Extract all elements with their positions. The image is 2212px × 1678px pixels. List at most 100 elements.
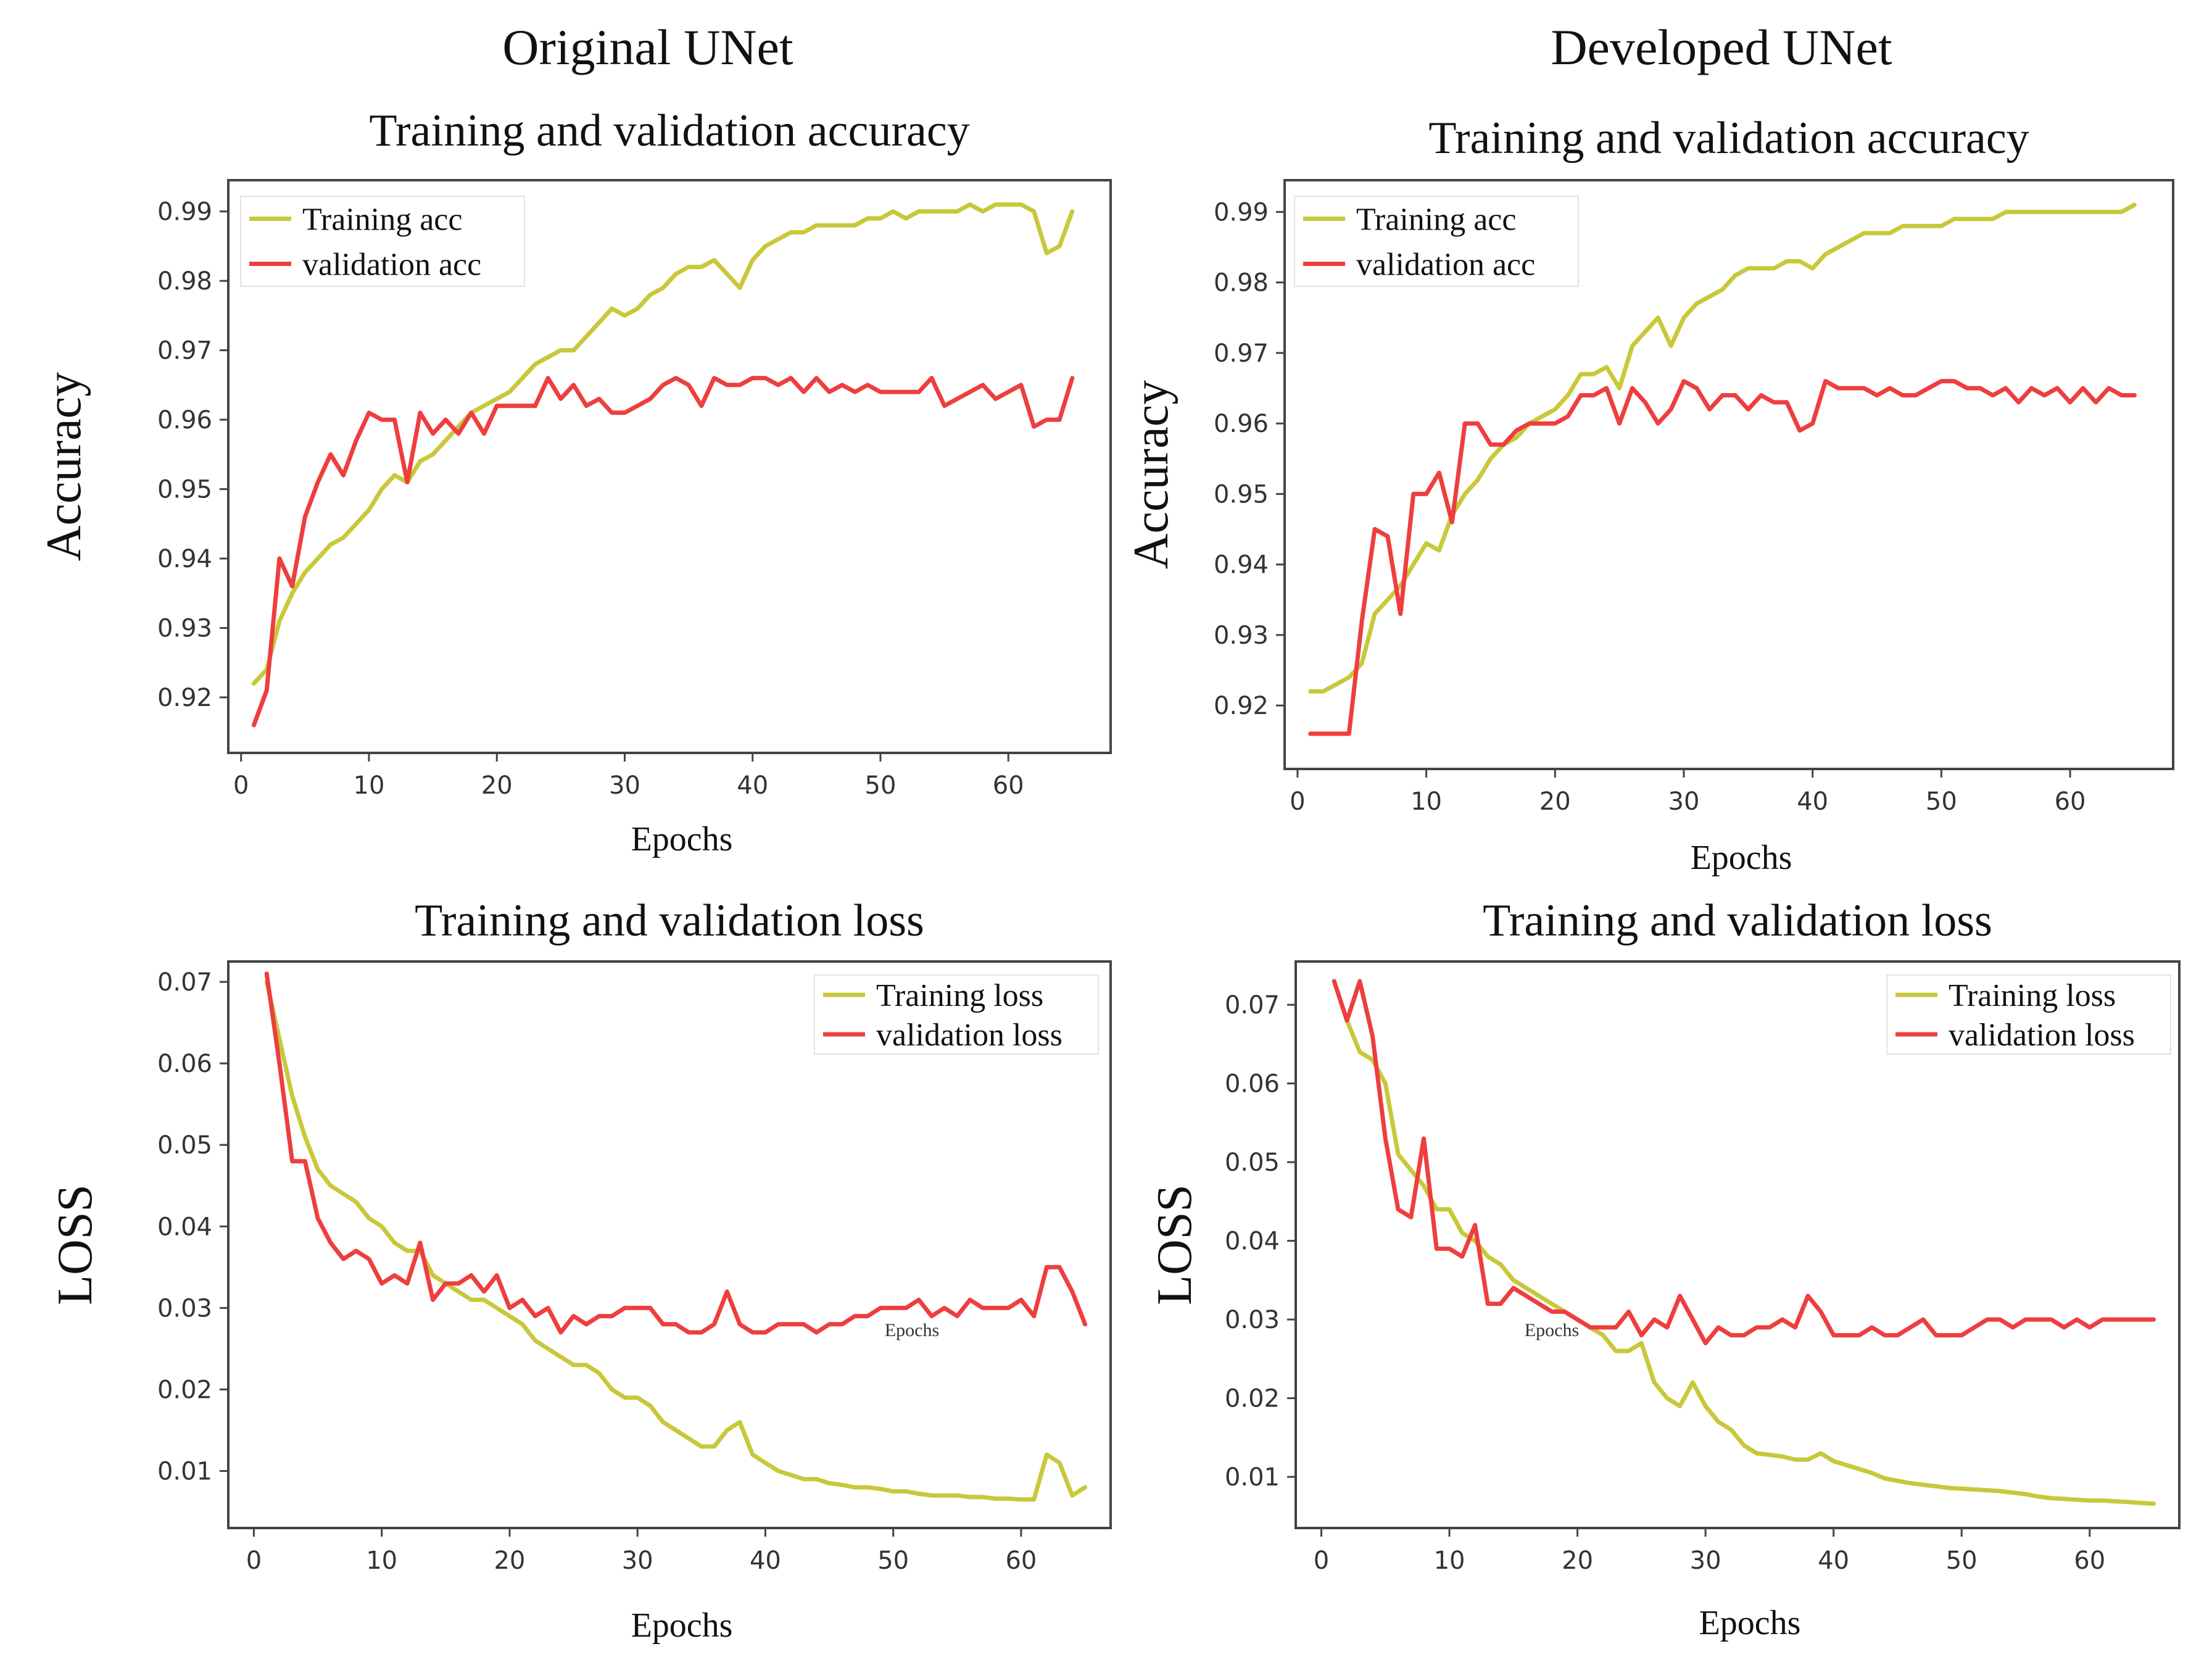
- x-tick-label: 10: [1434, 1547, 1465, 1575]
- legend-label: validation acc: [302, 247, 481, 283]
- y-tick-label: 0.98: [1214, 269, 1269, 297]
- x-tick-label: 40: [750, 1547, 781, 1575]
- legend-box: [1886, 974, 2171, 1055]
- x-tick-label: 60: [2074, 1547, 2105, 1575]
- y-axis-label: LOSS: [1148, 1184, 1202, 1305]
- x-tick-label: 10: [354, 771, 385, 800]
- y-tick-label: 0.92: [1214, 692, 1269, 720]
- x-tick-label: 60: [2055, 787, 2086, 816]
- y-tick-label: 0.98: [157, 267, 212, 296]
- legend-box: [814, 974, 1099, 1055]
- chart-title: Training and validation accuracy: [1428, 113, 2029, 164]
- y-tick-label: 0.97: [1214, 339, 1269, 368]
- y-tick-label: 0.94: [157, 545, 212, 573]
- x-tick-label: 30: [609, 771, 640, 800]
- y-tick-label: 0.04: [1225, 1227, 1280, 1256]
- y-tick-label: 0.93: [157, 615, 212, 643]
- y-tick-label: 0.92: [157, 684, 212, 712]
- y-tick-label: 0.94: [1214, 551, 1269, 579]
- x-tick-label: 20: [494, 1547, 525, 1575]
- x-tick-label: 60: [993, 771, 1024, 800]
- y-tick-label: 0.96: [1214, 410, 1269, 438]
- x-tick-label: 20: [1562, 1547, 1593, 1575]
- legend-label: validation loss: [1949, 1018, 2135, 1053]
- x-tick-label: 40: [737, 771, 768, 800]
- legend-label: Training acc: [1356, 202, 1516, 238]
- series-line-training-acc: [251, 202, 1075, 686]
- stray-epochs-annotation: Epochs: [885, 1320, 939, 1340]
- y-axis-label: LOSS: [48, 1184, 102, 1305]
- y-tick-label: 0.04: [157, 1213, 212, 1241]
- legend: Training acc validation acc: [240, 196, 525, 287]
- chart-panel-2: Training and validation loss 0 10 20 30 40 50 6…: [48, 895, 1112, 1645]
- legend-box: [240, 196, 525, 287]
- x-tick-label: 50: [865, 771, 897, 800]
- series-line-validation-loss: [1332, 979, 2156, 1345]
- legend: Training loss validation loss: [814, 974, 1099, 1055]
- y-tick-label: 0.07: [1225, 991, 1280, 1020]
- column-title-original-unet: Original UNet: [502, 19, 793, 75]
- y-tick-label: 0.93: [1214, 621, 1269, 650]
- x-tick-label: 50: [877, 1547, 909, 1575]
- y-tick-label: 0.95: [1214, 480, 1269, 509]
- x-tick-label: 0: [246, 1547, 262, 1575]
- y-axis-label: Accuracy: [37, 372, 91, 561]
- x-tick-label: 30: [622, 1547, 653, 1575]
- y-tick-label: 0.05: [1225, 1148, 1280, 1177]
- x-tick-label: 10: [1410, 787, 1442, 816]
- y-tick-label: 0.97: [157, 337, 212, 365]
- chart-panels: Training and validation accuracy 0 10 20 30 4…: [37, 106, 2181, 1645]
- chart-title: Training and validation loss: [1483, 895, 1992, 946]
- series-line-training-acc: [1308, 202, 2137, 694]
- x-axis-label: Epochs: [631, 1606, 733, 1645]
- legend: Training loss validation loss: [1886, 974, 2171, 1055]
- y-tick-label: 0.01: [1225, 1463, 1280, 1492]
- y-tick-label: 0.03: [1225, 1306, 1280, 1334]
- series-line-training-loss: [264, 979, 1088, 1502]
- y-tick-label: 0.06: [1225, 1070, 1280, 1099]
- x-tick-label: 0: [1290, 787, 1305, 816]
- y-tick-label: 0.05: [157, 1131, 212, 1160]
- x-axis-label: Epochs: [1699, 1604, 1801, 1642]
- legend-label: validation acc: [1356, 247, 1535, 283]
- legend-label: Training loss: [876, 978, 1043, 1013]
- chart-panel-1: Training and validation accuracy 0 10 20 30 4…: [1124, 113, 2174, 877]
- series-line-validation-acc: [1308, 379, 2137, 736]
- chart-title: Training and validation loss: [415, 895, 924, 946]
- y-tick-label: 0.07: [157, 968, 212, 997]
- x-tick-label: 0: [1314, 1547, 1329, 1575]
- x-tick-label: 40: [1797, 787, 1828, 816]
- y-tick-label: 0.02: [1225, 1385, 1280, 1413]
- y-tick-label: 0.06: [157, 1050, 212, 1078]
- legend-label: validation loss: [876, 1018, 1063, 1053]
- series-line-validation-acc: [251, 376, 1075, 728]
- plot-frame: [1294, 960, 2181, 1529]
- chart-panel-0: Training and validation accuracy 0 10 20 30 4…: [37, 106, 1112, 858]
- legend: Training acc validation acc: [1294, 196, 1579, 287]
- legend-box: [1294, 196, 1579, 287]
- x-axis-label: Epochs: [631, 820, 733, 858]
- chart-title: Training and validation accuracy: [369, 106, 969, 156]
- chart-panel-3: Training and validation loss 0 10 20 30 40 50 6…: [1148, 895, 2181, 1642]
- x-tick-label: 20: [1539, 787, 1571, 816]
- x-tick-label: 60: [1005, 1547, 1037, 1575]
- y-tick-label: 0.95: [157, 476, 212, 504]
- x-tick-label: 50: [1926, 787, 1957, 816]
- plot-frame: [227, 960, 1112, 1529]
- x-tick-label: 0: [233, 771, 249, 800]
- x-tick-label: 30: [1668, 787, 1700, 816]
- x-tick-label: 50: [1946, 1547, 1978, 1575]
- legend-label: Training acc: [302, 202, 462, 238]
- x-axis-label: Epochs: [1691, 839, 1792, 877]
- y-tick-label: 0.01: [157, 1458, 212, 1486]
- x-tick-label: 10: [366, 1547, 397, 1575]
- y-tick-label: 0.02: [157, 1376, 212, 1404]
- x-tick-label: 30: [1690, 1547, 1721, 1575]
- y-tick-label: 0.03: [157, 1294, 212, 1323]
- y-axis-label: Accuracy: [1124, 380, 1178, 569]
- y-tick-label: 0.99: [1214, 198, 1269, 226]
- series-line-validation-loss: [264, 971, 1088, 1335]
- column-title-developed-unet: Developed UNet: [1551, 19, 1892, 75]
